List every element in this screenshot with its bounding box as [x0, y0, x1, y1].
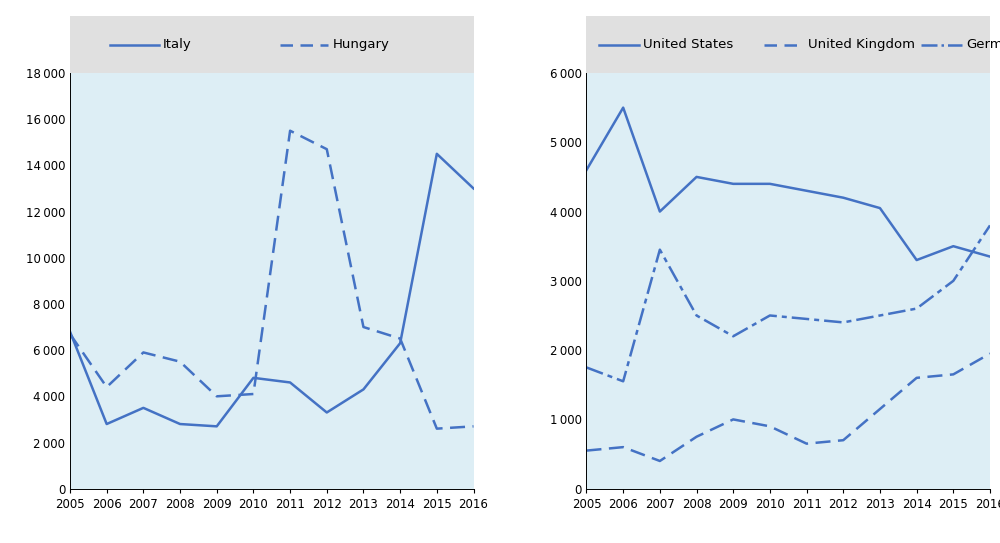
Text: United Kingdom: United Kingdom: [808, 38, 915, 51]
Text: Hungary: Hungary: [332, 38, 389, 51]
Text: Germany: Germany: [966, 38, 1000, 51]
Text: Italy: Italy: [163, 38, 192, 51]
Text: United States: United States: [643, 38, 733, 51]
